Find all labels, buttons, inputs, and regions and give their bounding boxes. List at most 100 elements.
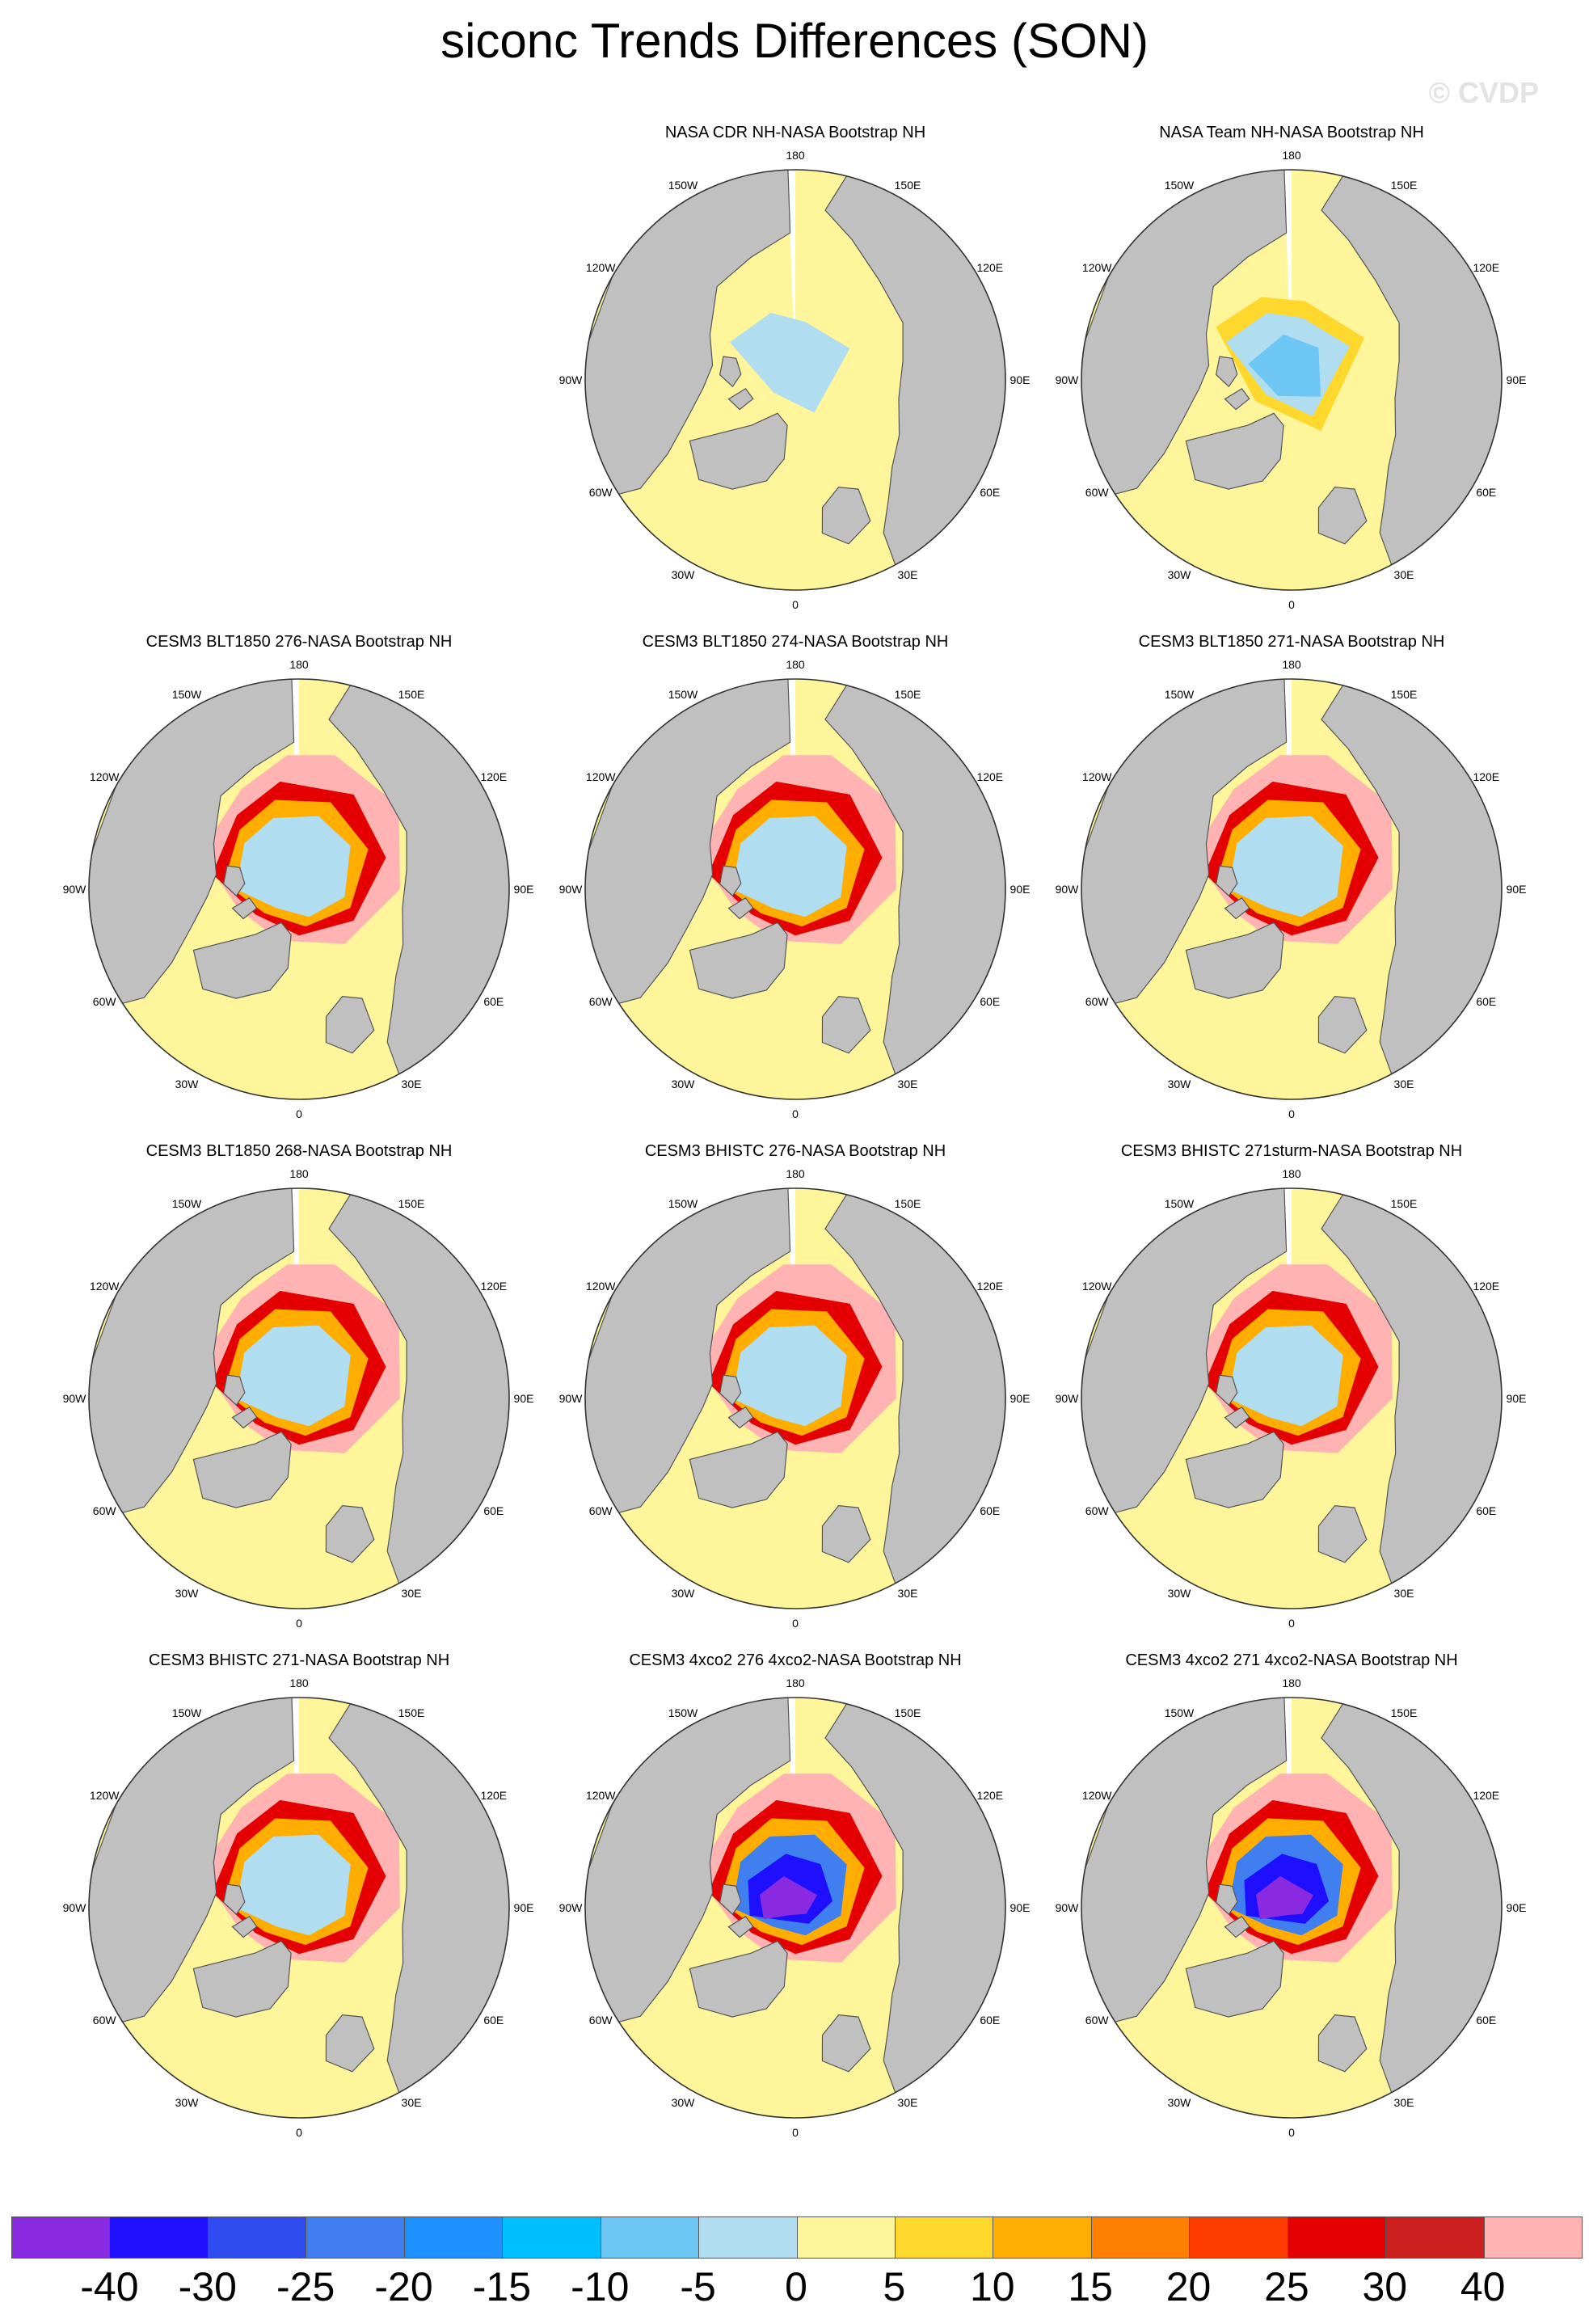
longitude-label: 30E (1394, 568, 1414, 581)
colorbar-swatch (601, 2217, 700, 2258)
land-mass (231, 897, 258, 920)
longitude-label: 120E (976, 1280, 1003, 1293)
longitude-label: 0 (792, 1107, 799, 1120)
longitude-label: 30E (1394, 1078, 1414, 1090)
panel-title: CESM3 BLT1850 276-NASA Bootstrap NH (146, 633, 453, 651)
ice-trend-difference-field (1248, 334, 1321, 397)
longitude-label: 30W (1168, 1587, 1192, 1600)
land-mass (689, 412, 788, 490)
land-mass (689, 1940, 788, 2018)
longitude-label: 120W (586, 1280, 616, 1293)
map-panel: 180 150E 120E 90E 60E 30E 0 30W 60W 90W 120W 150W CE… (559, 633, 1031, 1120)
ice-trend-difference-field (732, 816, 847, 917)
longitude-label: 120W (586, 770, 616, 783)
land-mass (1224, 1407, 1250, 1429)
colorbar-tick-label: -25 (276, 2264, 335, 2309)
colorbar-tick-label: -40 (80, 2264, 139, 2309)
longitude-label: 90W (63, 1392, 87, 1405)
panel-title: CESM3 BLT1850 274-NASA Bootstrap NH (643, 633, 949, 651)
longitude-label: 30E (402, 2096, 422, 2109)
ice-trend-difference-field (729, 312, 850, 413)
longitude-label: 30E (402, 1078, 422, 1090)
ice-trend-difference-field (1229, 816, 1343, 917)
longitude-label: 90W (63, 1901, 87, 1914)
longitude-label: 180 (786, 1677, 805, 1689)
land-mass (1215, 1883, 1238, 1916)
longitude-label: 30W (672, 568, 696, 581)
longitude-label: 150W (668, 688, 698, 701)
longitude-label: 60W (93, 2014, 117, 2027)
longitude-label: 120E (976, 261, 1003, 274)
map-panel: 180 150E 120E 90E 60E 30E 0 30W 60W 90W 120W 150W CE… (1056, 1142, 1527, 1630)
longitude-label: 150W (1165, 1197, 1195, 1210)
longitude-label: 0 (792, 598, 799, 611)
land-mass (727, 1407, 754, 1429)
longitude-label: 150W (172, 1197, 202, 1210)
land-mass (689, 922, 788, 999)
panel-title: CESM3 4xco2 271 4xco2-NASA Bootstrap NH (1125, 1651, 1457, 1669)
longitude-label: 120W (1082, 261, 1112, 274)
longitude-label: 120W (586, 1789, 616, 1802)
land-mass (222, 865, 246, 897)
land-mass (231, 1407, 258, 1429)
map-border (584, 1187, 1006, 1609)
land-mass (1215, 1374, 1238, 1407)
longitude-label: 150E (398, 1197, 425, 1210)
longitude-label: 60E (483, 1504, 504, 1517)
panel-title: NASA Team NH-NASA Bootstrap NH (1159, 124, 1424, 141)
colorbar-tick-label: -15 (472, 2264, 532, 2309)
land-mass (719, 865, 742, 897)
longitude-label: 60W (93, 995, 117, 1008)
longitude-label: 90E (1507, 1901, 1527, 1914)
longitude-label: 120W (90, 770, 120, 783)
longitude-label: 90E (514, 1901, 534, 1914)
longitude-label: 60E (980, 1504, 1000, 1517)
longitude-label: 150E (1391, 1197, 1418, 1210)
land-mass (222, 1883, 246, 1916)
colorbar-swatch (1386, 2217, 1485, 2258)
longitude-label: 0 (792, 2126, 799, 2139)
colorbar-swatch (895, 2217, 994, 2258)
map-panel: 180 150E 120E 90E 60E 30E 0 30W 60W 90W 120W 150W CE… (559, 1651, 1031, 2139)
longitude-label: 90E (514, 883, 534, 896)
colorbar-swatch (1288, 2217, 1387, 2258)
land-mass (1185, 1431, 1284, 1508)
longitude-label: 60E (483, 2014, 504, 2027)
land-mass (719, 1374, 742, 1407)
colorbar-swatch (993, 2217, 1092, 2258)
longitude-label: 30W (672, 2096, 696, 2109)
map-border (584, 1697, 1006, 2119)
colorbar-tick-label: -30 (178, 2264, 237, 2309)
longitude-label: 90W (559, 373, 584, 386)
map-border (1081, 1697, 1503, 2119)
longitude-label: 90E (1010, 883, 1031, 896)
longitude-label: 120E (1473, 261, 1499, 274)
longitude-label: 90E (1010, 1392, 1031, 1405)
longitude-label: 150W (172, 688, 202, 701)
land-mass (1317, 1504, 1368, 1563)
longitude-label: 150E (398, 1706, 425, 1719)
longitude-label: 120E (1473, 1280, 1499, 1293)
ice-trend-difference-field (236, 1834, 351, 1936)
colorbar-swatch (110, 2217, 209, 2258)
land-mass (192, 922, 292, 999)
longitude-label: 0 (1288, 2126, 1295, 2139)
longitude-label: 60W (589, 486, 613, 499)
longitude-label: 180 (1282, 1677, 1301, 1689)
longitude-label: 30W (1168, 2096, 1192, 2109)
longitude-label: 60E (980, 2014, 1000, 2027)
longitude-label: 120E (1473, 1789, 1499, 1802)
longitude-label: 60W (589, 995, 613, 1008)
colorbar-tick-label: 10 (969, 2264, 1015, 2309)
longitude-label: 30E (898, 1587, 918, 1600)
longitude-label: 150W (668, 1706, 698, 1719)
longitude-label: 120E (976, 770, 1003, 783)
panel-title: CESM3 4xco2 276 4xco2-NASA Bootstrap NH (629, 1651, 961, 1669)
longitude-label: 0 (1288, 1617, 1295, 1630)
ice-trend-difference-field (1229, 1325, 1343, 1427)
longitude-label: 60W (1085, 1504, 1110, 1517)
land-mass (222, 1374, 246, 1407)
longitude-label: 60E (980, 995, 1000, 1008)
longitude-label: 30E (1394, 1587, 1414, 1600)
longitude-label: 0 (296, 1617, 302, 1630)
